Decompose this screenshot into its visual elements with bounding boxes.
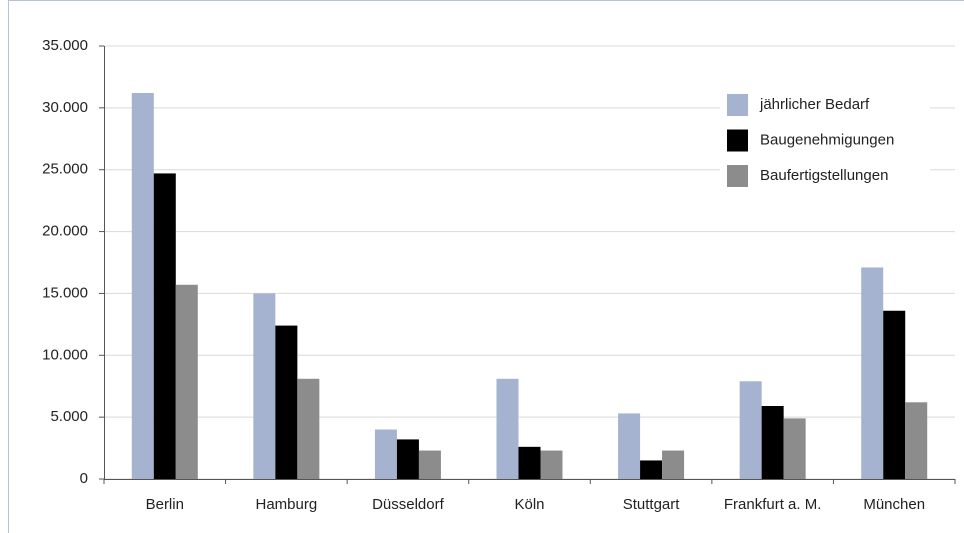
bar (540, 450, 563, 479)
bar (297, 378, 320, 479)
x-tick-label: Frankfurt a. M. (724, 496, 822, 513)
legend-label: jährlicher Bedarf (759, 96, 870, 113)
x-tick-label: Düsseldorf (372, 496, 445, 513)
bar (518, 446, 541, 479)
bar (883, 310, 906, 479)
y-tick-label: 0 (80, 470, 88, 487)
bar (496, 378, 519, 479)
bar (153, 173, 176, 479)
x-tick-label: München (863, 496, 925, 513)
legend-label: Baufertigstellungen (760, 167, 888, 184)
bar (418, 450, 441, 479)
y-tick-label: 25.000 (42, 161, 88, 178)
bar (905, 402, 928, 479)
x-tick-label: Köln (514, 496, 544, 513)
bar (761, 406, 784, 479)
bar (618, 413, 641, 479)
bar (861, 267, 884, 479)
bar (662, 450, 685, 479)
bar (396, 439, 419, 479)
bar (783, 418, 806, 479)
x-tick-label: Stuttgart (623, 496, 681, 513)
bar (275, 325, 298, 479)
legend-label: Baugenehmigungen (760, 131, 894, 148)
y-tick-label: 5.000 (50, 408, 88, 425)
bar (374, 429, 397, 479)
y-tick-label: 35.000 (42, 37, 88, 54)
bar (640, 460, 663, 479)
legend-swatch (727, 129, 748, 152)
legend-swatch (727, 165, 748, 187)
y-tick-label: 30.000 (42, 99, 88, 116)
x-tick-label: Berlin (146, 496, 184, 513)
y-tick-label: 15.000 (42, 284, 88, 301)
bar (253, 293, 276, 479)
y-tick-label: 20.000 (42, 223, 88, 240)
bar (175, 284, 198, 479)
legend-background (720, 82, 930, 194)
bar (739, 381, 762, 479)
bar (131, 93, 154, 480)
legend-swatch (727, 94, 748, 116)
x-tick-label: Hamburg (256, 496, 318, 513)
y-tick-label: 10.000 (42, 346, 88, 363)
